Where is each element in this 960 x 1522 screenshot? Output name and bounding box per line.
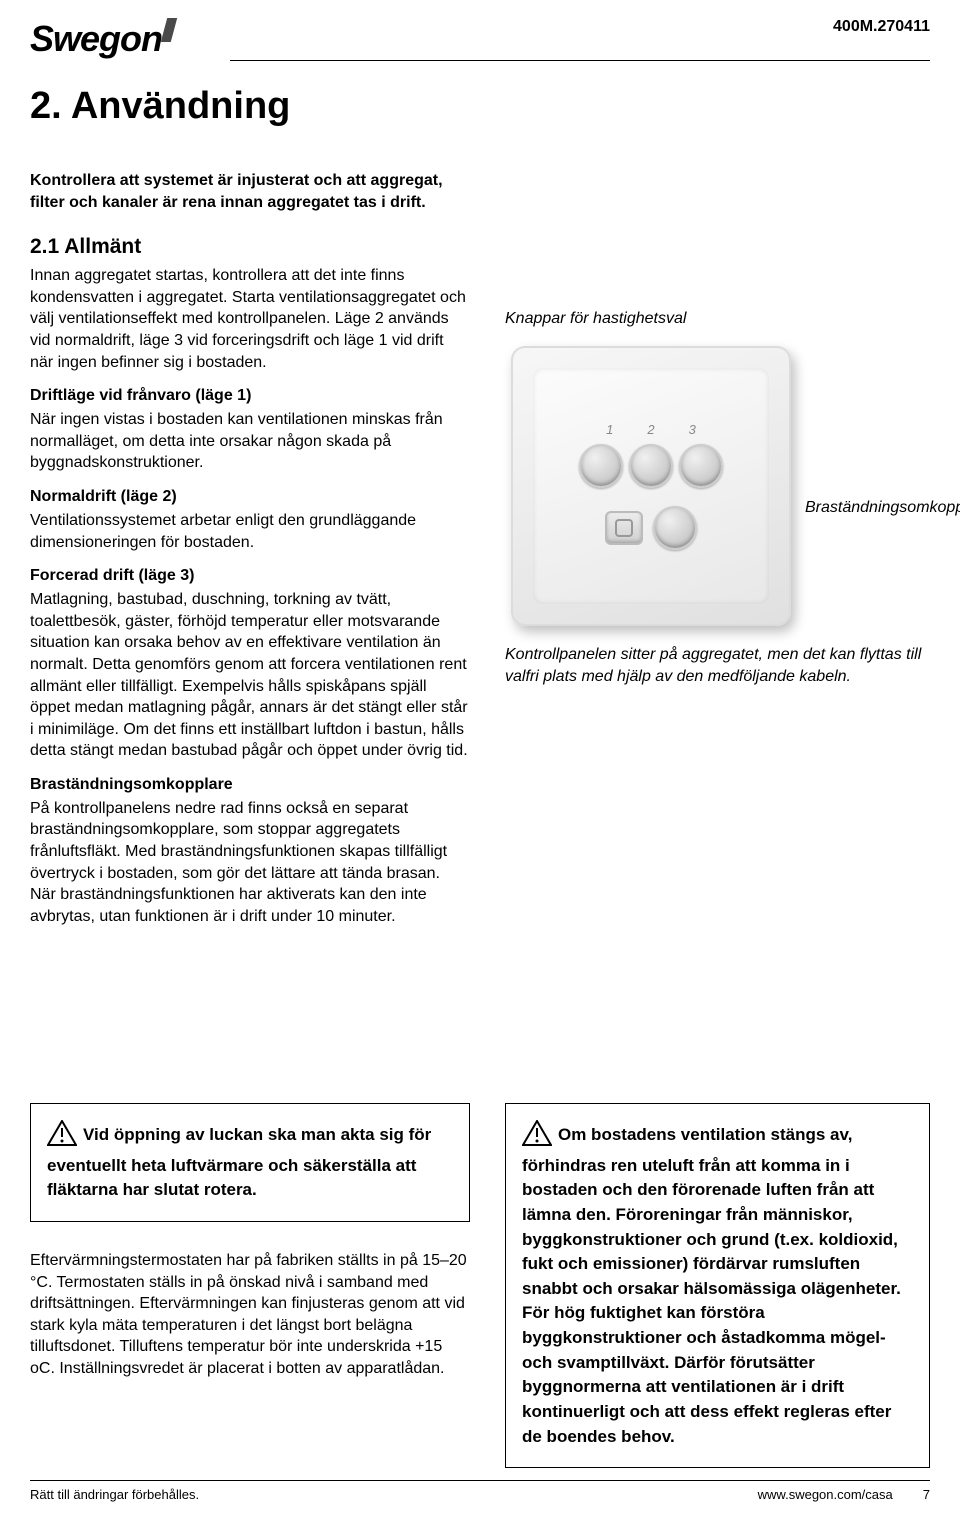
paragraph-bras: På kontrollpanelens nedre rad finns ocks… bbox=[30, 798, 470, 928]
paragraph-drift1: När ingen vistas i bostaden kan ventilat… bbox=[30, 409, 470, 474]
control-panel-figure: 1 2 3 Braständningsomkopplare bbox=[505, 346, 930, 626]
label-drift3: Forcerad drift (läge 3) bbox=[30, 567, 470, 585]
logo-accent bbox=[161, 18, 177, 42]
right-column: Knappar för hastighetsval 1 2 3 bbox=[505, 310, 930, 687]
logo-text: Swegon bbox=[30, 18, 162, 60]
warning-right-text: Om bostadens ventilation stängs av, förh… bbox=[522, 1125, 901, 1446]
btn-label-2: 2 bbox=[647, 422, 654, 437]
footer-page: 7 bbox=[923, 1487, 930, 1502]
footer-url: www.swegon.com/casa bbox=[758, 1487, 893, 1502]
warning-left-text: Vid öppning av luckan ska man akta sig f… bbox=[47, 1125, 431, 1199]
label-drift2: Normaldrift (läge 2) bbox=[30, 488, 470, 506]
control-panel-inner: 1 2 3 bbox=[533, 368, 769, 604]
control-panel: 1 2 3 bbox=[511, 346, 791, 626]
warning-box-right: Om bostadens ventilation stängs av, förh… bbox=[505, 1103, 930, 1468]
warning-icon bbox=[47, 1120, 77, 1154]
fire-switch-icon[interactable] bbox=[605, 511, 643, 545]
speed-button-3[interactable] bbox=[679, 444, 723, 488]
btn-label-1: 1 bbox=[606, 422, 613, 437]
fire-switch-button[interactable] bbox=[653, 506, 697, 550]
main-heading: 2. Användning bbox=[30, 85, 290, 128]
label-drift1: Driftläge vid frånvaro (läge 1) bbox=[30, 387, 470, 405]
paragraph-allmant: Innan aggregatet startas, kontrollera at… bbox=[30, 265, 470, 373]
panel-caption: Kontrollpanelen sitter på aggregatet, me… bbox=[505, 644, 930, 687]
speed-button-1[interactable] bbox=[579, 444, 623, 488]
header-rule bbox=[230, 60, 930, 61]
sub-heading: 2.1 Allmänt bbox=[30, 235, 470, 259]
left-column: Kontrollera att systemet är injusterat o… bbox=[30, 170, 470, 941]
button-label-row: 1 2 3 bbox=[533, 422, 769, 437]
speed-button-row bbox=[533, 444, 769, 488]
doc-code: 400M.270411 bbox=[833, 18, 930, 36]
panel-side-label: Braständningsomkopplare bbox=[805, 498, 925, 519]
speed-button-2[interactable] bbox=[629, 444, 673, 488]
paragraph-drift2: Ventilationssystemet arbetar enligt den … bbox=[30, 510, 470, 553]
page-footer: Rätt till ändringar förbehålles. www.swe… bbox=[30, 1480, 930, 1502]
footer-left: Rätt till ändringar förbehålles. bbox=[30, 1487, 199, 1502]
warning-icon bbox=[522, 1120, 552, 1154]
lower-button-row bbox=[533, 506, 769, 550]
page-header: Swegon 400M.270411 bbox=[30, 18, 930, 60]
intro-text: Kontrollera att systemet är injusterat o… bbox=[30, 170, 470, 213]
panel-top-label: Knappar för hastighetsval bbox=[505, 310, 930, 328]
label-bras: Braständningsomkopplare bbox=[30, 776, 470, 794]
paragraph-drift3: Matlagning, bastubad, duschning, torknin… bbox=[30, 589, 470, 762]
warning-box-left: Vid öppning av luckan ska man akta sig f… bbox=[30, 1103, 470, 1222]
btn-label-3: 3 bbox=[689, 422, 696, 437]
thermostat-text: Eftervärmningstermostaten har på fabrike… bbox=[30, 1250, 470, 1380]
